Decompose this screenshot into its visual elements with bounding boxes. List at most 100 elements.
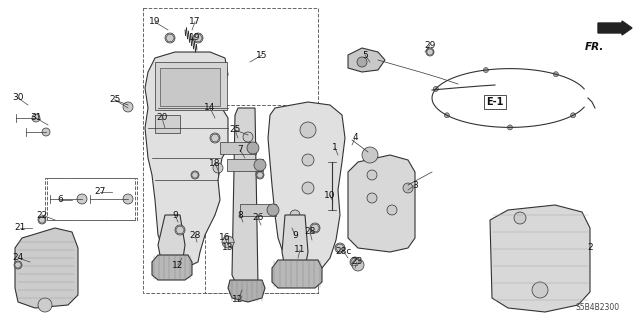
Text: 26: 26 [252, 213, 264, 222]
Polygon shape [152, 255, 192, 280]
Text: 28: 28 [304, 227, 316, 236]
Circle shape [256, 171, 264, 179]
Text: 13: 13 [222, 243, 234, 253]
Circle shape [123, 102, 133, 112]
Text: 25: 25 [109, 95, 121, 105]
Bar [47, 178, 137, 220]
Circle shape [483, 68, 488, 72]
Circle shape [387, 205, 397, 215]
Text: 7: 7 [237, 145, 243, 154]
Text: 31: 31 [30, 114, 42, 122]
Circle shape [290, 210, 300, 220]
Bar [160, 68, 220, 106]
Text: 30: 30 [12, 93, 24, 102]
FancyArrow shape [598, 21, 632, 35]
Polygon shape [272, 260, 322, 288]
Circle shape [403, 183, 413, 193]
Circle shape [335, 243, 345, 253]
Polygon shape [282, 215, 308, 272]
Circle shape [247, 142, 259, 154]
Text: 3: 3 [412, 181, 418, 189]
Circle shape [210, 133, 220, 143]
Circle shape [267, 204, 279, 216]
Polygon shape [268, 102, 345, 272]
Polygon shape [348, 155, 415, 252]
Circle shape [367, 170, 377, 180]
Bar [240, 204, 276, 216]
Text: 12: 12 [172, 261, 184, 270]
Circle shape [426, 48, 434, 56]
Circle shape [433, 86, 438, 92]
Circle shape [302, 154, 314, 166]
Text: 19: 19 [149, 18, 161, 26]
Polygon shape [348, 48, 385, 72]
Bar [155, 115, 180, 133]
Circle shape [213, 163, 223, 173]
Text: 22: 22 [36, 211, 47, 219]
Bar [220, 142, 256, 154]
Bar [227, 159, 263, 171]
Text: 23: 23 [351, 257, 363, 266]
Text: 14: 14 [204, 103, 216, 113]
Bar [143, 8, 318, 293]
Text: 19: 19 [189, 33, 201, 42]
Circle shape [193, 33, 203, 43]
Polygon shape [145, 52, 228, 268]
Text: 25: 25 [229, 125, 241, 135]
Circle shape [362, 147, 378, 163]
Circle shape [302, 182, 314, 194]
Text: 28: 28 [189, 231, 201, 240]
Circle shape [175, 225, 185, 235]
Circle shape [191, 171, 199, 179]
Circle shape [514, 212, 526, 224]
Text: E-1: E-1 [486, 97, 504, 107]
Text: 6: 6 [57, 196, 63, 204]
Text: 28c: 28c [336, 248, 352, 256]
Text: 4: 4 [352, 133, 358, 143]
Bar [155, 62, 227, 110]
Circle shape [350, 257, 360, 267]
Text: FR.: FR. [584, 42, 604, 52]
Circle shape [14, 261, 22, 269]
Text: 29: 29 [424, 41, 436, 49]
Circle shape [243, 132, 253, 142]
Circle shape [42, 128, 50, 136]
Text: 15: 15 [256, 50, 268, 60]
Text: 8: 8 [237, 211, 243, 219]
Text: S5B4B2300: S5B4B2300 [576, 303, 620, 312]
Circle shape [444, 113, 449, 118]
Text: 16: 16 [220, 234, 231, 242]
Text: 9: 9 [292, 231, 298, 240]
Text: 17: 17 [189, 18, 201, 26]
Bar [45, 178, 135, 220]
Circle shape [38, 216, 46, 224]
Text: 24: 24 [12, 254, 24, 263]
Circle shape [508, 125, 513, 130]
Circle shape [254, 159, 266, 171]
Text: 18: 18 [209, 159, 221, 167]
Polygon shape [228, 280, 265, 302]
Polygon shape [490, 205, 590, 312]
Circle shape [554, 72, 558, 77]
Circle shape [571, 113, 575, 118]
Text: 9: 9 [172, 211, 178, 219]
Circle shape [357, 57, 367, 67]
Text: 2: 2 [587, 243, 593, 253]
Text: 5: 5 [362, 50, 368, 60]
Circle shape [38, 298, 52, 312]
Circle shape [77, 194, 87, 204]
Text: 12: 12 [232, 295, 244, 305]
Text: 10: 10 [324, 190, 336, 199]
Polygon shape [15, 228, 78, 308]
Circle shape [32, 114, 40, 122]
Polygon shape [158, 215, 185, 268]
Circle shape [532, 282, 548, 298]
Bar [205, 105, 318, 293]
Circle shape [310, 223, 320, 233]
Circle shape [300, 122, 316, 138]
Circle shape [367, 193, 377, 203]
Text: 1: 1 [332, 144, 338, 152]
Circle shape [165, 33, 175, 43]
Circle shape [123, 194, 133, 204]
Text: 20: 20 [156, 114, 168, 122]
